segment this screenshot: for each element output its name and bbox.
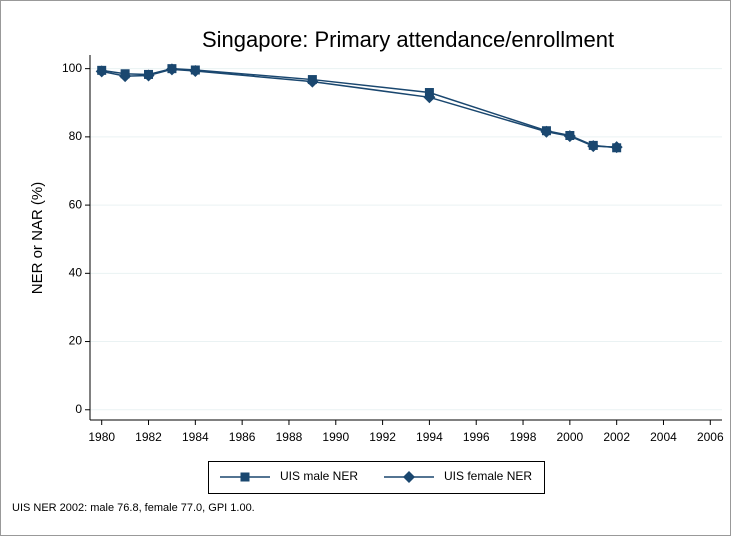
point	[142, 69, 155, 82]
x-tick-label: 2000	[557, 430, 584, 444]
x-tick-label: 1986	[229, 430, 256, 444]
point	[423, 91, 436, 104]
point	[119, 70, 132, 83]
x-tick-label: 1998	[510, 430, 537, 444]
legend-label: UIS female NER	[444, 469, 532, 483]
x-tick-label: 2002	[603, 430, 630, 444]
x-tick-label: 1982	[135, 430, 162, 444]
y-tick-label: 80	[69, 129, 83, 143]
y-tick-label: 40	[69, 265, 83, 279]
x-tick-label: 1996	[463, 430, 490, 444]
point	[610, 141, 623, 154]
x-tick-label: 1990	[322, 430, 349, 444]
x-tick-label: 2006	[697, 430, 724, 444]
x-tick-label: 1992	[369, 430, 396, 444]
y-tick-label: 100	[62, 61, 82, 75]
point	[189, 65, 202, 78]
point	[306, 75, 319, 88]
x-tick-label: 1984	[182, 430, 209, 444]
x-tick-label: 1980	[88, 430, 115, 444]
point	[587, 140, 600, 153]
y-tick-label: 60	[69, 197, 83, 211]
point	[563, 130, 576, 143]
point	[540, 125, 553, 138]
x-tick-label: 1988	[276, 430, 303, 444]
y-tick-label: 20	[69, 334, 83, 348]
x-tick-label: 1994	[416, 430, 443, 444]
x-tick-label: 2004	[650, 430, 677, 444]
y-axis-label: NER or NAR (%)	[29, 182, 46, 295]
legend-marker	[403, 471, 415, 483]
note: UIS NER 2002: male 76.8, female 77.0, GP…	[12, 502, 255, 514]
legend-label: UIS male NER	[280, 469, 358, 483]
point	[95, 65, 108, 78]
y-tick-label: 0	[75, 402, 82, 416]
legend-marker	[240, 472, 250, 482]
point	[165, 63, 178, 76]
chart-title: Singapore: Primary attendance/enrollment	[202, 27, 614, 52]
